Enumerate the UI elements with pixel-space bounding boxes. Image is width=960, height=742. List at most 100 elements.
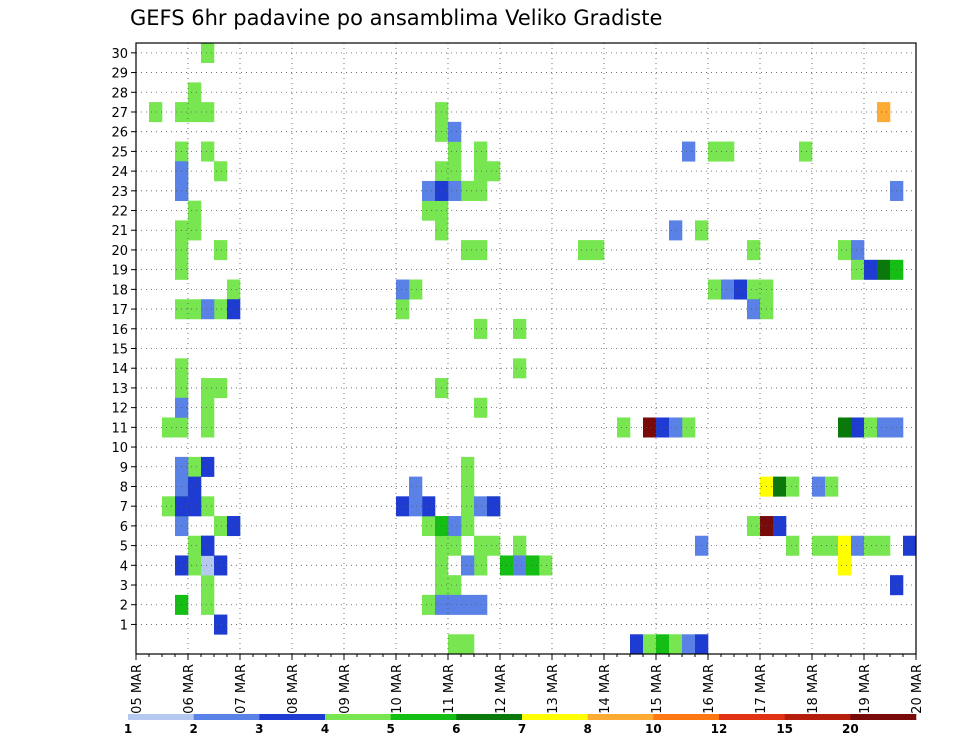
precip-cell: [201, 456, 215, 477]
y-tick-label: 4: [120, 559, 128, 574]
precip-cell: [487, 496, 501, 517]
colorbar-swatch: [390, 714, 457, 720]
precip-cell: [474, 240, 488, 261]
precip-cell: [669, 220, 683, 241]
precip-cell: [201, 378, 215, 399]
precip-cell: [461, 180, 475, 201]
precip-cell: [188, 220, 202, 241]
colorbar-label: 7: [518, 722, 526, 736]
precip-cell: [461, 496, 475, 517]
colorbar-swatch: [850, 714, 917, 720]
precip-cell: [682, 141, 696, 162]
precip-cell: [409, 279, 423, 300]
precip-cell: [903, 535, 917, 556]
y-tick-label: 22: [111, 205, 128, 220]
colorbar-swatch: [456, 714, 523, 720]
precip-cell: [214, 614, 228, 635]
y-tick-label: 13: [111, 382, 128, 397]
precip-cell: [708, 279, 722, 300]
precip-cell: [617, 417, 631, 438]
x-tick-label: 15 MAR: [650, 664, 665, 714]
colorbar-label: 12: [711, 722, 728, 736]
precip-cell: [591, 240, 605, 261]
precip-cell: [474, 161, 488, 182]
colorbar-label: 2: [189, 722, 197, 736]
precip-cell: [201, 575, 215, 596]
precip-cell: [656, 417, 670, 438]
precip-cell: [461, 476, 475, 497]
precip-cell: [669, 417, 683, 438]
precip-cell: [851, 535, 865, 556]
x-tick-label: 18 MAR: [806, 664, 821, 714]
colorbar-label: 20: [842, 722, 859, 736]
precip-cell: [201, 496, 215, 517]
precip-cell: [851, 417, 865, 438]
y-tick-label: 9: [120, 461, 128, 476]
precip-cell: [227, 516, 241, 537]
precip-cell: [851, 240, 865, 261]
precip-cell: [474, 594, 488, 615]
x-tick-label: 05 MAR: [130, 664, 145, 714]
precip-cell: [448, 161, 462, 182]
precip-cell: [643, 417, 657, 438]
y-tick-label: 10: [111, 441, 128, 456]
precip-cell: [461, 594, 475, 615]
y-tick-label: 28: [111, 86, 128, 101]
precip-cell: [214, 378, 228, 399]
precip-cell: [682, 417, 696, 438]
x-tick-label: 08 MAR: [286, 664, 301, 714]
x-tick-label: 11 MAR: [442, 664, 457, 714]
precip-cell: [708, 141, 722, 162]
precip-cell: [214, 516, 228, 537]
precip-cell: [786, 535, 800, 556]
x-tick-label: 12 MAR: [494, 664, 509, 714]
y-tick-label: 24: [111, 165, 128, 180]
colorbar-swatch: [719, 714, 785, 720]
precip-cell: [188, 102, 202, 123]
colorbar-label: 4: [321, 722, 329, 736]
precip-cell: [188, 456, 202, 477]
precip-cell: [773, 476, 787, 497]
precip-cell: [513, 555, 527, 576]
precip-cell: [474, 180, 488, 201]
x-tick-label: 20 MAR: [910, 664, 925, 714]
precip-cell: [487, 161, 501, 182]
precip-cell: [838, 417, 852, 438]
y-tick-label: 25: [111, 145, 128, 160]
precip-cell: [448, 121, 462, 142]
precip-cell: [747, 516, 761, 537]
x-tick-label: 13 MAR: [546, 664, 561, 714]
precip-cell: [201, 594, 215, 615]
y-tick-label: 14: [111, 362, 128, 377]
colorbar-swatch: [325, 714, 391, 720]
precip-cell: [799, 141, 813, 162]
x-tick-label: 07 MAR: [234, 664, 249, 714]
precip-cell: [188, 535, 202, 556]
precip-cell: [474, 555, 488, 576]
colorbar-swatch: [259, 714, 326, 720]
y-tick-label: 27: [111, 106, 128, 121]
precip-cell: [786, 476, 800, 497]
precip-cell: [422, 594, 436, 615]
precip-cell: [864, 259, 878, 280]
precip-cell: [448, 535, 462, 556]
precip-cell: [461, 516, 475, 537]
colorbar-label: 15: [776, 722, 793, 736]
y-tick-label: 8: [120, 480, 128, 495]
colorbar-swatch: [522, 714, 588, 720]
colorbar-swatch: [587, 714, 654, 720]
precip-cell: [630, 634, 644, 655]
precip-cell: [201, 555, 215, 576]
colorbar-label: 8: [583, 722, 591, 736]
precip-cell: [201, 397, 215, 418]
precip-cell: [656, 634, 670, 655]
precip-cell: [214, 240, 228, 261]
precip-cell: [214, 555, 228, 576]
y-tick-label: 20: [111, 244, 128, 259]
precip-cell: [149, 102, 163, 123]
precip-cell: [409, 496, 423, 517]
precip-cell: [474, 535, 488, 556]
x-tick-label: 16 MAR: [702, 664, 717, 714]
precip-cell: [643, 634, 657, 655]
